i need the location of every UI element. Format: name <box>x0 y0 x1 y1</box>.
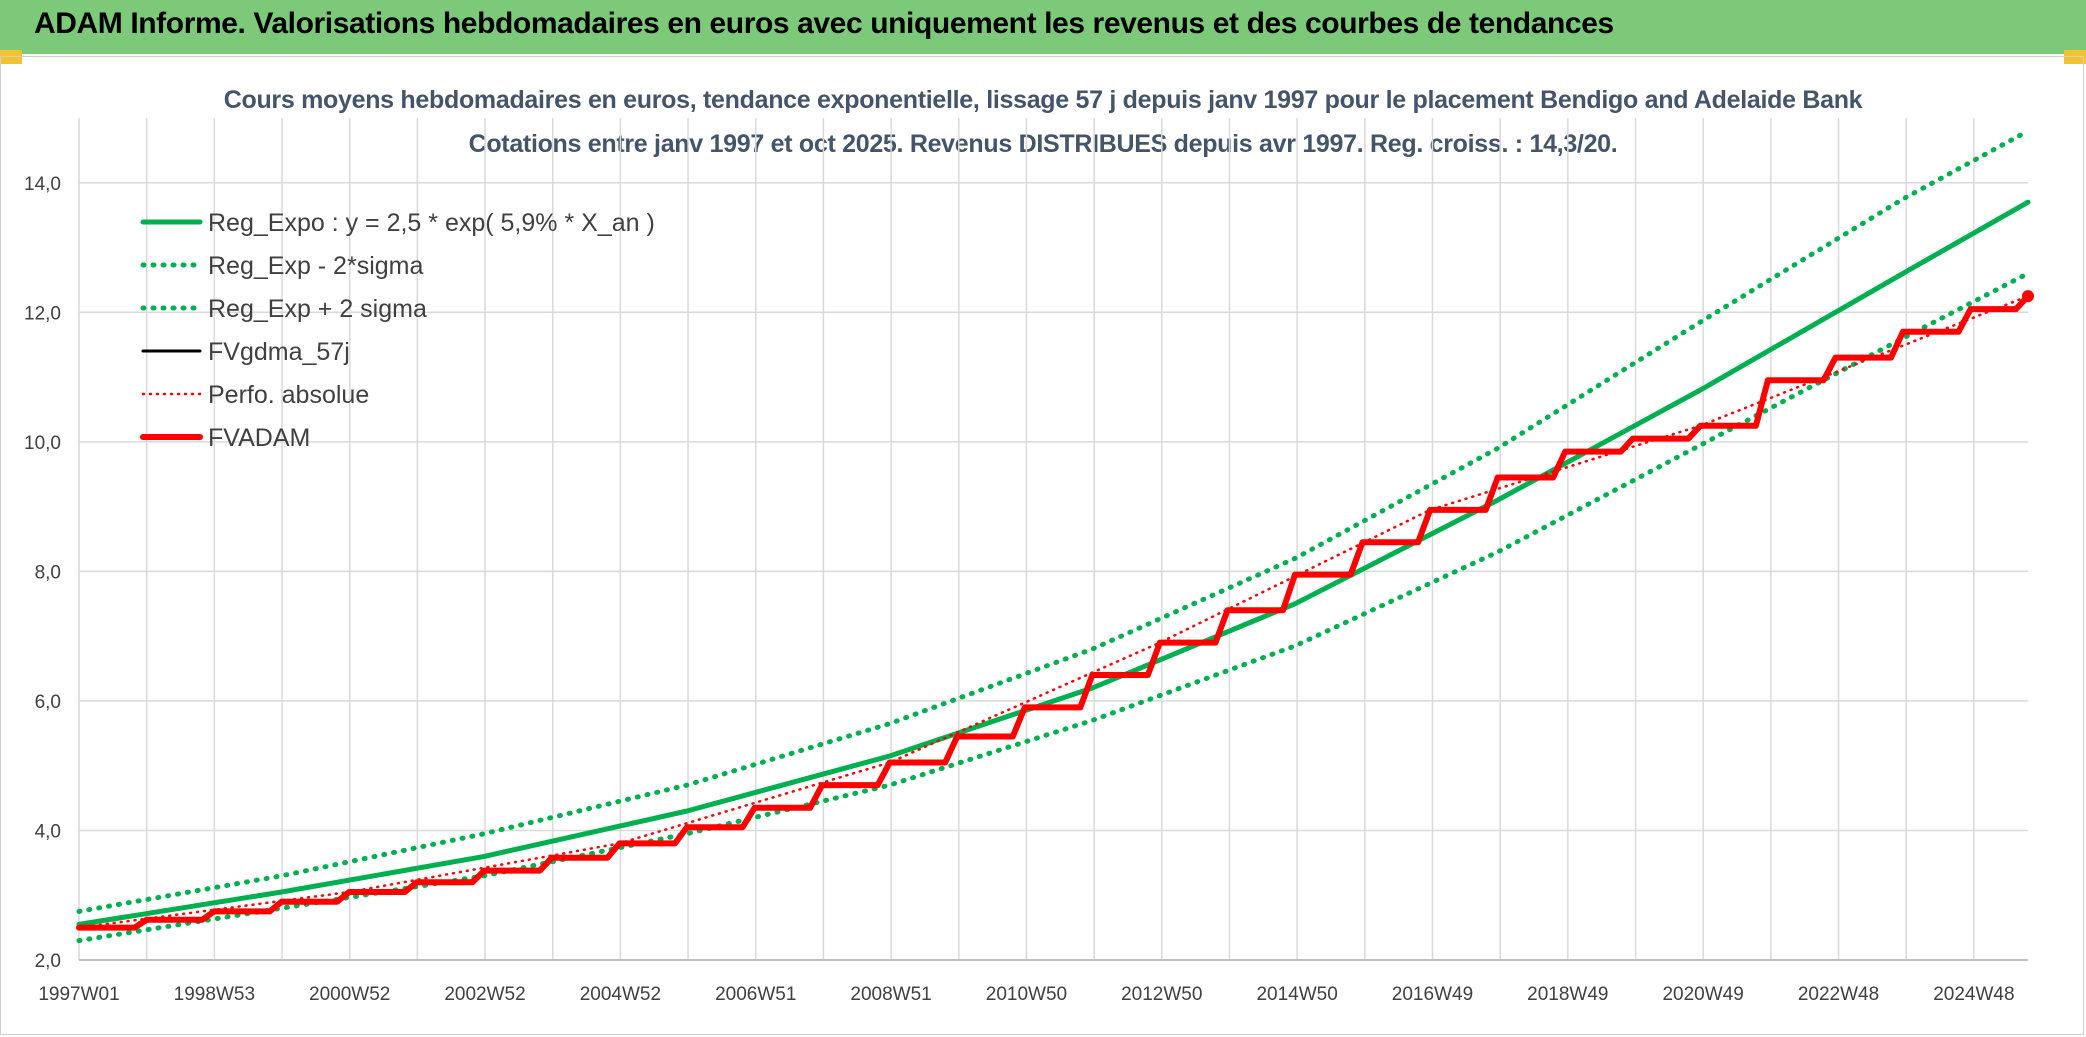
series-line-1 <box>76 199 2031 927</box>
series-line-2 <box>76 270 2031 944</box>
chart-title: Cours moyens hebdomadaires en euros, ten… <box>223 86 1863 114</box>
x-tick-label: 1998W53 <box>174 984 255 1005</box>
series-line-6 <box>76 293 2031 931</box>
x-tick-label: 2022W48 <box>1798 984 1879 1005</box>
legend-label: FVgdma_57j <box>208 338 350 366</box>
x-tick-label: 2024W48 <box>1933 984 2014 1005</box>
page-title: ADAM Informe. Valorisations hebdomadaire… <box>34 7 1614 40</box>
legend-label: Reg_Expo : y = 2,5 * exp( 5,9% * X_an ) <box>208 209 655 237</box>
x-tick-label: 2020W49 <box>1662 984 1743 1005</box>
corner-accent-left <box>0 50 22 64</box>
legend-label: Reg_Exp - 2*sigma <box>208 252 423 280</box>
x-tick-label: 2014W50 <box>1256 984 1337 1005</box>
y-tick-label: 4,0 <box>35 821 61 842</box>
x-tick-label: 2002W52 <box>444 984 525 1005</box>
x-tick-label: 2010W50 <box>986 984 1067 1005</box>
series-line-5 <box>77 294 2030 929</box>
x-tick-label: 2016W49 <box>1392 984 1473 1005</box>
y-tick-label: 6,0 <box>35 692 61 713</box>
title-banner: ADAM Informe. Valorisations hebdomadaire… <box>0 0 2086 54</box>
corner-accent-right <box>2064 50 2086 64</box>
x-tick-label: 2000W52 <box>309 984 390 1005</box>
chart-frame <box>0 56 2084 1035</box>
chart-subtitle: Cotations entre janv 1997 et oct 2025. R… <box>468 130 1618 158</box>
y-tick-label: 2,0 <box>35 951 61 972</box>
x-tick-label: 2004W52 <box>580 984 661 1005</box>
series-line-4 <box>77 294 2030 930</box>
legend-label: Perfo. absolue <box>208 381 369 409</box>
series-end-marker <box>2022 290 2034 303</box>
x-tick-label: 2006W51 <box>715 984 796 1005</box>
y-tick-label: 12,0 <box>24 303 61 324</box>
series-line-3 <box>76 128 2031 914</box>
y-tick-label: 10,0 <box>24 433 61 454</box>
x-tick-label: 2018W49 <box>1527 984 1608 1005</box>
y-tick-label: 14,0 <box>24 174 61 195</box>
x-tick-label: 2008W51 <box>850 984 931 1005</box>
y-tick-label: 8,0 <box>35 562 61 583</box>
legend-label: Reg_Exp + 2 sigma <box>208 295 427 323</box>
legend-label: FVADAM <box>208 424 310 452</box>
x-tick-label: 2012W50 <box>1121 984 1202 1005</box>
x-tick-label: 1997W01 <box>38 984 119 1005</box>
